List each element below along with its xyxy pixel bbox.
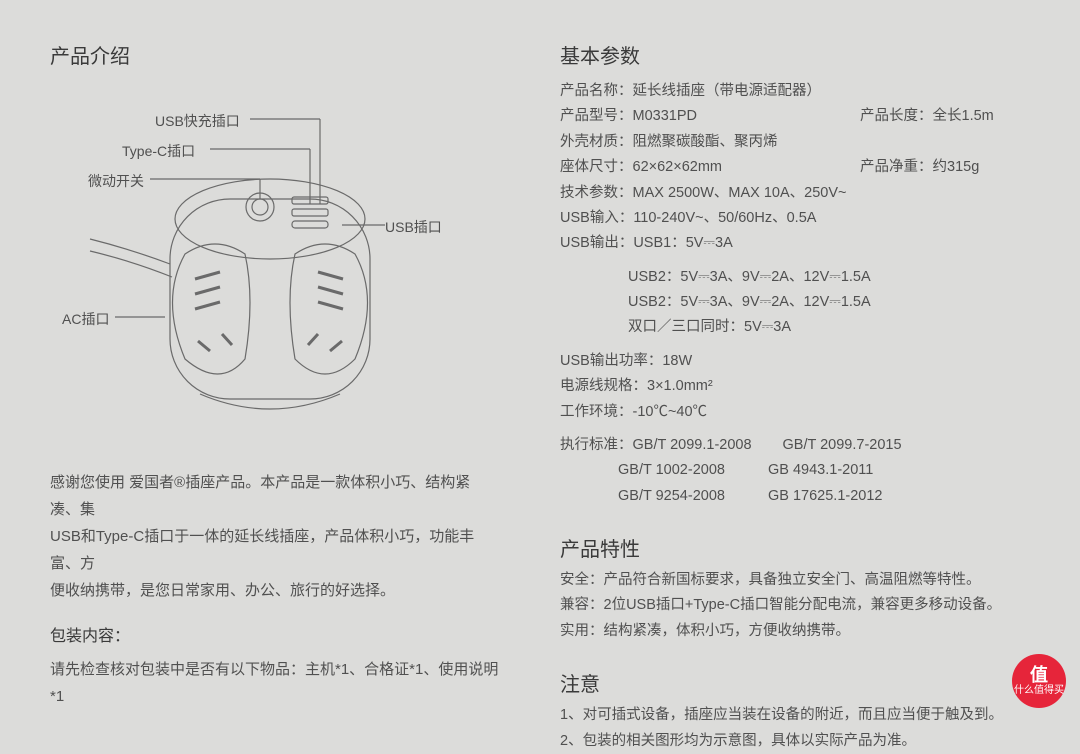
note-row: 1、对可插式设备，插座应当装在设备的附近，而且应当便于触及到。 <box>560 703 1030 728</box>
features-title: 产品特性 <box>560 533 1030 562</box>
product-diagram: USB快充插口 Type-C插口 微动开关 USB插口 AC插口 <box>50 89 500 449</box>
feature-row: 兼容：2位USB插口+Type-C插口智能分配电流，兼容更多移动设备。 <box>560 593 1030 618</box>
spec-row: 外壳材质：阻燃聚碳酸酯、聚丙烯 <box>560 130 1030 155</box>
spec-row: 工作环境：-10℃~40℃ <box>560 400 1030 425</box>
standard-row: 执行标准：GB/T 2099.1-2008GB/T 2099.7-2015 <box>560 433 1030 458</box>
spec-row: USB2：5V⎓3A、9V⎓2A、12V⎓1.5A <box>560 265 1030 290</box>
desc-line: 便收纳携带，是您日常家用、办公、旅行的好选择。 <box>50 577 500 604</box>
spec-row: USB2：5V⎓3A、9V⎓2A、12V⎓1.5A <box>560 290 1030 315</box>
right-column: 基本参数 产品名称：延长线插座（带电源适配器）产品型号：M0331PD产品长度：… <box>560 40 1030 690</box>
package-contents: 请先检查核对包装中是否有以下物品：主机*1、合格证*1、使用说明*1 <box>50 656 500 710</box>
spec-list: 产品名称：延长线插座（带电源适配器）产品型号：M0331PD产品长度：全长1.5… <box>560 79 1030 257</box>
spec-row: 产品名称：延长线插座（带电源适配器） <box>560 79 1030 104</box>
standard-row: GB/T 9254-2008GB 17625.1-2012 <box>560 484 1030 509</box>
watermark-text: 什么值得买 <box>1014 685 1064 696</box>
features-list: 安全：产品符合新国标要求，具备独立安全门、高温阻燃等特性。兼容：2位USB插口+… <box>560 568 1030 644</box>
desc-line: 感谢您使用 爱国者®插座产品。本产品是一款体积小巧、结构紧凑、集 <box>50 469 500 523</box>
package-title: 包装内容： <box>50 622 500 646</box>
feature-row: 安全：产品符合新国标要求，具备独立安全门、高温阻燃等特性。 <box>560 568 1030 593</box>
standard-row: GB/T 1002-2008GB 4943.1-2011 <box>560 458 1030 483</box>
feature-row: 实用：结构紧凑，体积小巧，方便收纳携带。 <box>560 619 1030 644</box>
usb-extra: USB2：5V⎓3A、9V⎓2A、12V⎓1.5AUSB2：5V⎓3A、9V⎓2… <box>560 265 1030 341</box>
label-ac: AC插口 <box>62 309 109 329</box>
diagram-svg <box>50 89 500 449</box>
left-column: 产品介绍 USB快充插口 Type-C插口 微动开关 USB插口 AC插口 <box>50 40 500 690</box>
spec-row: USB输出功率：18W <box>560 349 1030 374</box>
spec-row: 电源线规格：3×1.0mm² <box>560 374 1030 399</box>
standards: 执行标准：GB/T 2099.1-2008GB/T 2099.7-2015 GB… <box>560 433 1030 509</box>
label-usb: USB插口 <box>385 217 442 237</box>
spec-list2: USB输出功率：18W电源线规格：3×1.0mm²工作环境：-10℃~40℃ <box>560 349 1030 425</box>
intro-description: 感谢您使用 爱国者®插座产品。本产品是一款体积小巧、结构紧凑、集 USB和Typ… <box>50 469 500 604</box>
spec-row: USB输入：110-240V~、50/60Hz、0.5A <box>560 206 1030 231</box>
spec-row: 座体尺寸：62×62×62mm产品净重：约315g <box>560 155 1030 180</box>
intro-title: 产品介绍 <box>50 40 500 69</box>
label-usb-fast: USB快充插口 <box>155 111 240 131</box>
spec-row: 双口／三口同时：5V⎓3A <box>560 315 1030 340</box>
notes-title: 注意 <box>560 668 1030 697</box>
spec-row: 产品型号：M0331PD产品长度：全长1.5m <box>560 104 1030 129</box>
desc-line: USB和Type-C插口于一体的延长线插座，产品体积小巧，功能丰富、方 <box>50 523 500 577</box>
label-switch: 微动开关 <box>88 171 144 191</box>
watermark-char: 值 <box>1030 666 1048 686</box>
watermark-badge: 值 什么值得买 <box>1012 654 1066 708</box>
notes-list: 1、对可插式设备，插座应当装在设备的附近，而且应当便于触及到。2、包装的相关图形… <box>560 703 1030 754</box>
label-typec: Type-C插口 <box>122 141 195 161</box>
spec-title: 基本参数 <box>560 40 1030 69</box>
spec-row: USB输出：USB1：5V⎓3A <box>560 231 1030 256</box>
note-row: 2、包装的相关图形均为示意图，具体以实际产品为准。 <box>560 729 1030 754</box>
spec-row: 技术参数：MAX 2500W、MAX 10A、250V~ <box>560 181 1030 206</box>
